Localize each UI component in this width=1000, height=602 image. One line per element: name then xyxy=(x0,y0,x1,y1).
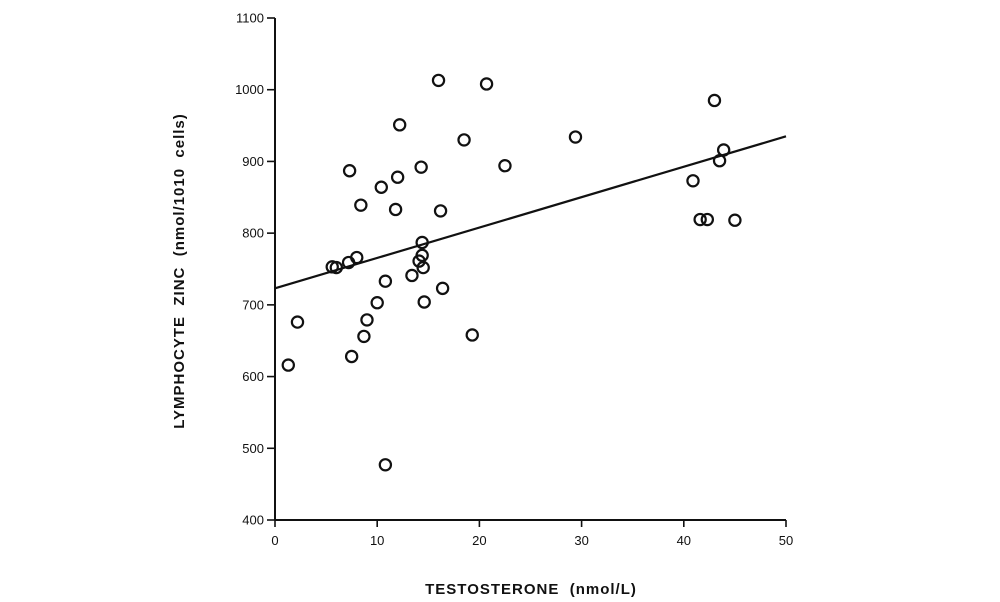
data-point xyxy=(329,260,344,275)
data-point xyxy=(281,358,295,372)
regression-line-group xyxy=(274,135,787,290)
axes xyxy=(274,18,786,521)
data-point xyxy=(707,93,722,108)
data-point xyxy=(433,204,448,218)
x-tick-label: 20 xyxy=(472,533,486,548)
y-tick-label: 500 xyxy=(242,441,264,456)
data-point xyxy=(686,174,700,188)
data-point xyxy=(457,133,471,147)
data-point xyxy=(360,313,374,327)
data-point xyxy=(700,212,715,227)
data-point xyxy=(390,170,405,184)
y-tick-label: 700 xyxy=(242,297,264,312)
data-point xyxy=(465,328,479,342)
data-point xyxy=(728,213,742,227)
x-axis-ticks: 0 10 20 30 40 50 xyxy=(271,520,793,548)
data-point xyxy=(693,212,707,227)
data-point xyxy=(416,260,430,275)
data-point xyxy=(357,329,371,344)
data-point xyxy=(370,296,384,310)
data-point xyxy=(344,349,359,364)
data-point xyxy=(414,160,428,174)
y-axis-ticks: 400 500 600 700 800 900 1000 1100 xyxy=(235,11,275,528)
y-tick-label: 800 xyxy=(242,226,264,241)
data-point xyxy=(417,295,431,309)
data-point xyxy=(568,130,583,144)
y-axis-title: LYMPHOCYTE ZINC (nmol/1010 cells) xyxy=(171,113,188,429)
data-point xyxy=(716,143,731,157)
data-point xyxy=(374,180,388,194)
data-point xyxy=(350,250,364,265)
data-points xyxy=(281,73,742,472)
x-tick-label: 50 xyxy=(779,533,793,548)
x-tick-label: 30 xyxy=(574,533,588,548)
y-tick-label: 600 xyxy=(242,369,264,384)
data-point xyxy=(431,73,446,88)
y-tick-label: 900 xyxy=(242,154,264,169)
x-axis-title: TESTOSTERONE (nmol/L) xyxy=(425,581,637,598)
data-point xyxy=(354,198,368,212)
data-point xyxy=(405,268,419,283)
regression-line xyxy=(274,135,787,290)
y-tick-label: 1000 xyxy=(235,82,264,97)
data-point xyxy=(388,202,403,217)
data-point xyxy=(378,274,393,288)
data-point xyxy=(392,118,407,132)
x-tick-label: 40 xyxy=(677,533,691,548)
data-point xyxy=(290,315,305,329)
data-point xyxy=(479,77,494,91)
data-point xyxy=(378,458,393,472)
data-point xyxy=(342,164,357,178)
x-tick-label: 0 xyxy=(271,533,278,548)
y-tick-label: 1100 xyxy=(236,11,264,26)
data-point xyxy=(435,281,450,296)
y-tick-label: 400 xyxy=(242,513,264,528)
data-point xyxy=(498,159,512,173)
data-point xyxy=(415,235,429,250)
x-tick-label: 10 xyxy=(370,533,384,548)
